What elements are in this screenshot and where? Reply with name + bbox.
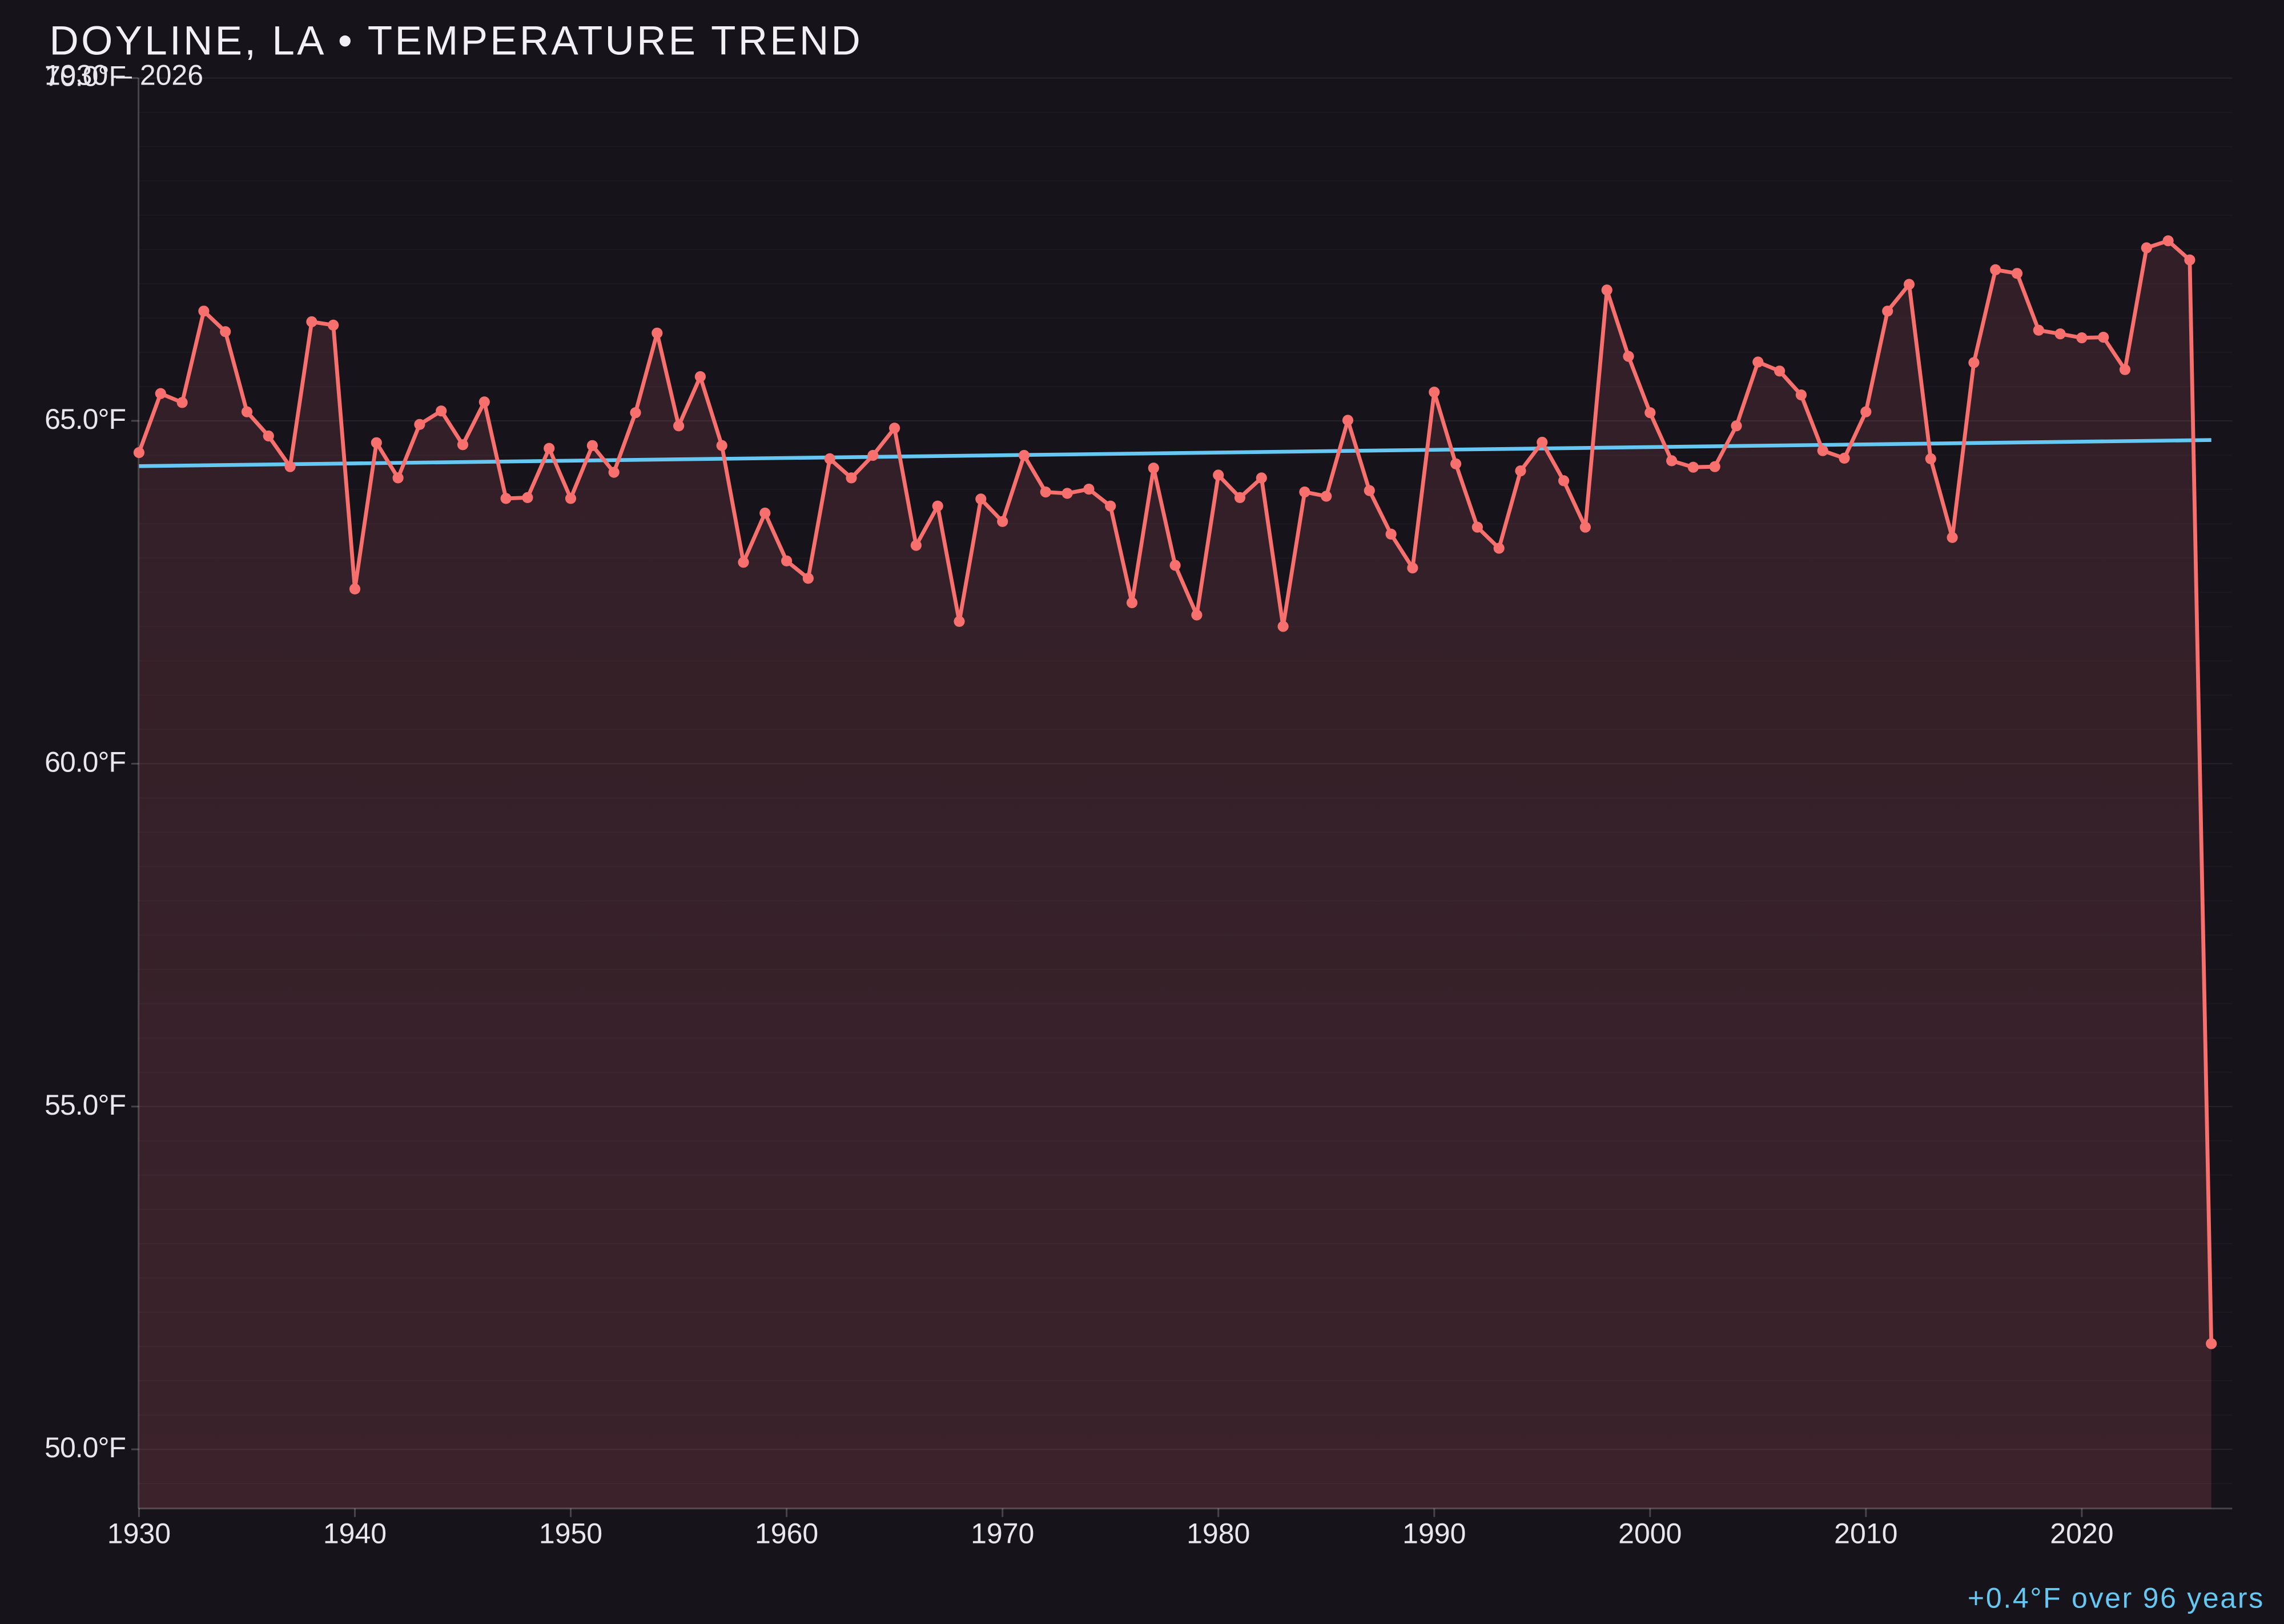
svg-text:1930 – 2026: 1930 – 2026	[45, 59, 203, 91]
svg-text:2020: 2020	[2050, 1518, 2113, 1550]
svg-text:2000: 2000	[1618, 1518, 1682, 1550]
svg-text:70.0°F: 70.0°F	[45, 61, 126, 93]
svg-text:1970: 1970	[971, 1518, 1034, 1550]
svg-text:65.0°F: 65.0°F	[45, 403, 126, 435]
svg-text:1930: 1930	[107, 1518, 171, 1550]
svg-text:2010: 2010	[1834, 1518, 1897, 1550]
svg-text:60.0°F: 60.0°F	[45, 746, 126, 778]
svg-text:1990: 1990	[1402, 1518, 1466, 1550]
svg-text:1980: 1980	[1187, 1518, 1250, 1550]
svg-text:1950: 1950	[539, 1518, 602, 1550]
svg-text:DOYLINE, LA • TEMPERATURE TREN: DOYLINE, LA • TEMPERATURE TREND	[50, 19, 863, 64]
svg-text:1940: 1940	[323, 1518, 387, 1550]
svg-text:55.0°F: 55.0°F	[45, 1089, 126, 1121]
svg-text:50.0°F: 50.0°F	[45, 1432, 126, 1464]
svg-text:1960: 1960	[755, 1518, 818, 1550]
svg-text:+0.4°F over 96 years: +0.4°F over 96 years	[1968, 1582, 2265, 1614]
